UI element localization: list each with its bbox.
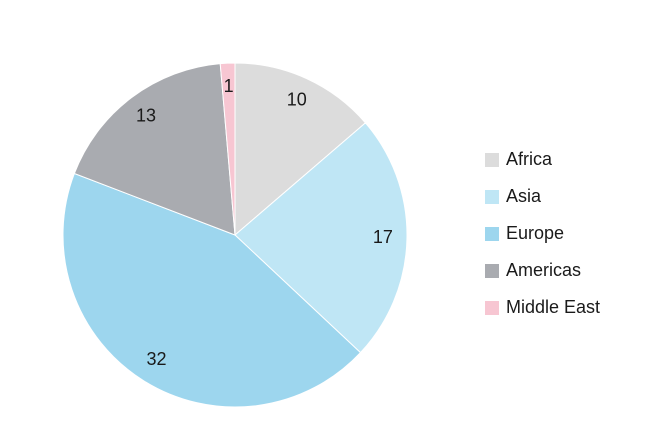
pie-slice [234,62,367,237]
pie-slice [219,62,236,236]
pie-slice [73,63,236,236]
data-label: 32 [146,349,166,369]
data-label: 10 [287,89,307,109]
data-label: 13 [136,106,156,126]
legend-label: Europe [506,223,564,243]
pie-slice [62,172,362,408]
legend-swatch [485,190,499,204]
legend-swatch [485,153,499,167]
legend-swatch [485,301,499,315]
legend-label: Africa [506,149,553,169]
pie-slice [234,122,408,354]
legend-label: Middle East [506,297,600,317]
legend-swatch [485,227,499,241]
legend-swatch [485,264,499,278]
legend-label: Asia [506,186,542,206]
data-label: 1 [224,76,234,96]
data-label: 17 [373,227,393,247]
legend-label: Americas [506,260,581,280]
